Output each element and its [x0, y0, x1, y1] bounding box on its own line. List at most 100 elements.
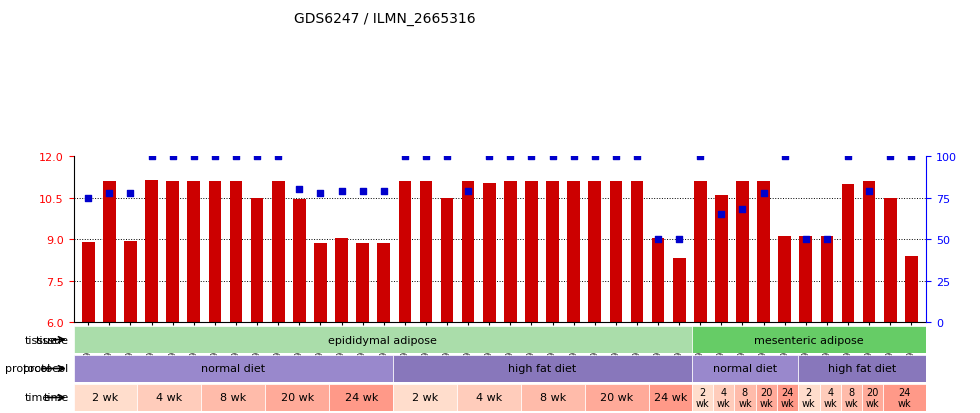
Bar — [167, 182, 179, 322]
Bar — [905, 256, 917, 322]
Text: high fat diet: high fat diet — [509, 363, 576, 374]
Bar — [736, 182, 749, 322]
Point — [840, 154, 856, 160]
Text: 2
wk: 2 wk — [696, 387, 710, 408]
Text: 4
wk: 4 wk — [716, 387, 730, 408]
FancyBboxPatch shape — [712, 384, 734, 411]
Text: protocol: protocol — [24, 363, 69, 374]
Bar — [588, 182, 601, 322]
Point — [333, 188, 349, 195]
Point — [186, 154, 202, 160]
Bar — [229, 182, 242, 322]
FancyBboxPatch shape — [692, 355, 798, 382]
Bar — [335, 238, 348, 322]
Point — [397, 154, 413, 160]
FancyBboxPatch shape — [74, 384, 137, 411]
Point — [228, 154, 244, 160]
Bar — [399, 182, 412, 322]
Text: high fat diet: high fat diet — [828, 363, 897, 374]
FancyBboxPatch shape — [521, 384, 585, 411]
Bar — [820, 237, 833, 322]
Bar — [462, 182, 474, 322]
Point — [693, 154, 709, 160]
FancyBboxPatch shape — [841, 384, 862, 411]
Point — [587, 154, 603, 160]
Bar — [377, 244, 390, 322]
FancyBboxPatch shape — [734, 384, 756, 411]
Point — [671, 236, 687, 243]
Point — [461, 188, 476, 195]
FancyBboxPatch shape — [777, 384, 798, 411]
FancyBboxPatch shape — [137, 384, 202, 411]
FancyBboxPatch shape — [585, 384, 649, 411]
Text: 8
wk: 8 wk — [738, 387, 752, 408]
Text: 24 wk: 24 wk — [345, 392, 378, 403]
Point — [165, 154, 180, 160]
Text: 8 wk: 8 wk — [540, 392, 566, 403]
Bar — [357, 244, 368, 322]
Point — [651, 236, 666, 243]
Point — [819, 236, 835, 243]
Text: normal diet: normal diet — [712, 363, 777, 374]
Bar — [441, 198, 454, 322]
FancyBboxPatch shape — [798, 384, 819, 411]
Text: 20
wk: 20 wk — [866, 387, 880, 408]
Bar — [145, 180, 158, 322]
Point — [608, 154, 623, 160]
FancyBboxPatch shape — [202, 384, 266, 411]
Text: tissue: tissue — [24, 335, 58, 345]
Bar — [884, 198, 897, 322]
Text: 8
wk: 8 wk — [845, 387, 858, 408]
Bar — [103, 182, 116, 322]
Point — [798, 236, 813, 243]
FancyBboxPatch shape — [798, 355, 926, 382]
Bar — [758, 182, 770, 322]
Bar — [778, 237, 791, 322]
Text: 20 wk: 20 wk — [280, 392, 314, 403]
FancyBboxPatch shape — [74, 355, 393, 382]
Bar — [800, 237, 812, 322]
FancyBboxPatch shape — [692, 384, 712, 411]
Text: 4
wk: 4 wk — [823, 387, 837, 408]
Text: normal diet: normal diet — [201, 363, 266, 374]
Text: time: time — [24, 392, 50, 403]
Text: 24 wk: 24 wk — [654, 392, 687, 403]
Point — [439, 154, 455, 160]
Bar — [314, 244, 326, 322]
Text: time: time — [43, 392, 69, 403]
Text: mesenteric adipose: mesenteric adipose — [754, 335, 863, 345]
Bar — [271, 182, 284, 322]
Bar — [610, 182, 622, 322]
Point — [102, 190, 118, 197]
Bar — [483, 183, 496, 322]
FancyBboxPatch shape — [756, 384, 777, 411]
Bar — [567, 182, 580, 322]
Point — [565, 154, 581, 160]
Point — [882, 154, 898, 160]
Bar — [124, 241, 137, 322]
Bar — [652, 238, 664, 322]
Point — [523, 154, 539, 160]
Text: 24
wk: 24 wk — [781, 387, 795, 408]
FancyBboxPatch shape — [457, 384, 521, 411]
Point — [735, 206, 751, 213]
Bar — [525, 182, 538, 322]
FancyBboxPatch shape — [74, 326, 692, 353]
FancyBboxPatch shape — [329, 384, 393, 411]
Text: 20 wk: 20 wk — [601, 392, 634, 403]
Bar — [209, 182, 221, 322]
Text: 8 wk: 8 wk — [220, 392, 247, 403]
Bar — [862, 182, 875, 322]
Point — [545, 154, 561, 160]
Point — [418, 154, 434, 160]
Text: 4 wk: 4 wk — [156, 392, 182, 403]
FancyBboxPatch shape — [649, 384, 692, 411]
Bar — [419, 182, 432, 322]
Text: epididymal adipose: epididymal adipose — [328, 335, 437, 345]
FancyBboxPatch shape — [393, 355, 692, 382]
Bar — [842, 185, 855, 322]
Text: tissue: tissue — [35, 335, 69, 345]
Point — [376, 188, 392, 195]
Text: 20
wk: 20 wk — [760, 387, 773, 408]
Bar — [694, 182, 707, 322]
